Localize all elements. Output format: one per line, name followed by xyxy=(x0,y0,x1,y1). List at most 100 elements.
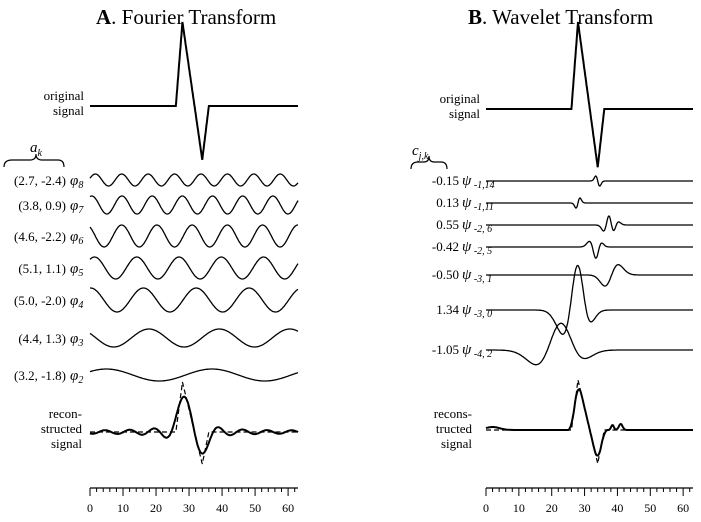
wavelet-basis-subscript: -3, 0 xyxy=(471,309,492,320)
x-axis-tick-label: 20 xyxy=(150,501,162,515)
fourier-basis-subscript: 4 xyxy=(78,300,83,311)
fourier-basis-label: φ8 xyxy=(70,173,83,191)
wavelet-basis-label: ψ -2, 6 xyxy=(462,217,492,235)
wavelet-basis-subscript: -1,11 xyxy=(471,202,494,213)
panel-b-coef-symbol: c xyxy=(412,143,419,159)
fourier-basis-subscript: 3 xyxy=(77,338,83,349)
panel-a-recon-label-3: signal xyxy=(51,436,82,451)
panel-a-coef-symbol: a xyxy=(30,140,38,156)
fourier-coefficient: (4.6, -2.2) xyxy=(14,229,66,244)
panel-a-title-text: . Fourier Transform xyxy=(111,5,276,29)
fourier-coefficient: (3.8, 0.9) xyxy=(18,198,66,213)
wavelet-coefficient: -0.42 xyxy=(432,239,459,254)
fourier-basis-wave xyxy=(89,368,299,382)
panel-a-original-label-1: original xyxy=(44,88,85,103)
panel-b-coef-sub: j,k xyxy=(417,151,429,162)
x-axis-tick-label: 60 xyxy=(677,501,689,515)
fourier-basis-wave xyxy=(89,224,298,248)
panel-a-original-signal xyxy=(90,21,298,160)
wavelet-basis-wave xyxy=(486,322,693,366)
fourier-basis-wave xyxy=(89,256,299,280)
panel-a-recon-label-2: structed xyxy=(41,421,83,436)
fourier-basis-subscript: 2 xyxy=(78,375,83,386)
panel-b-title-text: . Wavelet Transform xyxy=(482,5,653,29)
wavelet-coefficient: 0.55 xyxy=(436,217,459,232)
x-axis-tick-label: 60 xyxy=(282,501,294,515)
wavelet-basis-label: ψ -3, 1 xyxy=(462,267,492,285)
x-axis-tick-label: 20 xyxy=(546,501,558,515)
wavelet-coefficient: -1.05 xyxy=(432,342,459,357)
wavelet-basis-label: ψ -4, 2 xyxy=(462,342,492,360)
x-axis-tick-label: 40 xyxy=(611,501,623,515)
x-axis-tick-label: 0 xyxy=(87,501,93,515)
panel-b-reconstructed-signal xyxy=(485,388,693,457)
wavelet-basis-subscript: -2, 6 xyxy=(471,224,492,235)
panel-a-original-label-2: signal xyxy=(53,103,84,118)
wavelet-basis-wave xyxy=(486,264,693,335)
fourier-basis-subscript: 6 xyxy=(78,236,83,247)
fourier-basis-label: φ5 xyxy=(70,261,83,279)
fourier-basis-subscript: 5 xyxy=(78,268,83,279)
wavelet-basis-subscript: -1,14 xyxy=(471,180,494,191)
wavelet-basis-subscript: -2, 5 xyxy=(471,246,492,257)
wavelet-coefficient: -0.15 xyxy=(432,173,459,188)
panel-b-original-dashed xyxy=(486,379,693,464)
fourier-basis-label: φ7 xyxy=(70,198,84,216)
fourier-basis-subscript: 7 xyxy=(78,205,84,216)
x-axis-tick-label: 50 xyxy=(644,501,656,515)
panel-a-original-dashed xyxy=(90,381,298,465)
panel-a-coef-header: ak xyxy=(30,140,43,159)
x-axis-tick-label: 30 xyxy=(579,501,591,515)
fourier-basis-label: φ3 xyxy=(70,331,83,349)
fourier-basis-wave xyxy=(89,173,299,187)
fourier-basis-label: φ6 xyxy=(70,229,83,247)
panel-b-coef-header: cj,k xyxy=(412,143,429,162)
panel-b-recon-label-1: recons- xyxy=(434,406,472,421)
panel-a-letter: A xyxy=(96,5,112,29)
panel-b-brace xyxy=(410,155,448,170)
plot-marks: (2.7, -2.4) φ8 (3.8, 0.9) φ7 (4.6, -2.2) φ6 (5… xyxy=(14,21,693,515)
panel-b-title: B. Wavelet Transform xyxy=(468,5,653,29)
x-axis-tick-label: 40 xyxy=(216,501,228,515)
wavelet-basis-subscript: -3, 1 xyxy=(471,274,492,285)
fourier-basis-label: φ2 xyxy=(70,368,83,386)
fourier-basis-subscript: 8 xyxy=(78,180,83,191)
fourier-coefficient: (4.4, 1.3) xyxy=(18,331,66,346)
x-axis-tick-label: 10 xyxy=(513,501,525,515)
wavelet-basis-wave xyxy=(486,215,693,232)
wavelet-basis-wave xyxy=(486,175,693,187)
wavelet-basis-label: ψ -3, 0 xyxy=(462,302,492,320)
wavelet-basis-subscript: -4, 2 xyxy=(471,349,492,360)
wavelet-basis-label: ψ -1,14 xyxy=(462,173,495,191)
panel-a-reconstructed-signal xyxy=(89,395,299,455)
panel-a-recon-label-1: recon- xyxy=(49,406,82,421)
panel-b-letter: B xyxy=(468,5,482,29)
wavelet-coefficient: 1.34 xyxy=(436,302,459,317)
fourier-coefficient: (3.2, -1.8) xyxy=(14,368,66,383)
wavelet-basis-wave xyxy=(486,240,693,259)
panel-a-brace xyxy=(3,153,65,168)
wavelet-basis-label: ψ -2, 5 xyxy=(462,239,492,257)
fourier-coefficient: (2.7, -2.4) xyxy=(14,173,66,188)
wavelet-coefficient: 0.13 xyxy=(436,195,459,210)
x-axis-tick-label: 10 xyxy=(117,501,129,515)
wavelet-basis-wave xyxy=(486,264,693,287)
panel-a-title: A. Fourier Transform xyxy=(96,5,276,29)
fourier-basis-label: φ4 xyxy=(70,293,83,311)
fourier-coefficient: (5.1, 1.1) xyxy=(18,261,66,276)
panel-b-recon-label-2: tructed xyxy=(436,421,473,436)
fourier-coefficient: (5.0, -2.0) xyxy=(14,293,66,308)
fourier-basis-wave xyxy=(89,328,299,348)
wavelet-basis-label: ψ -1,11 xyxy=(462,195,494,213)
fourier-basis-wave xyxy=(89,195,299,215)
panel-b-recon-label-3: signal xyxy=(441,436,472,451)
panel-b-original-label-2: signal xyxy=(449,106,480,121)
wavelet-coefficient: -0.50 xyxy=(432,267,459,282)
x-axis-tick-label: 30 xyxy=(183,501,195,515)
wavelet-basis-wave xyxy=(486,197,693,209)
panel-a-coef-sub: k xyxy=(38,148,43,159)
x-axis-tick-label: 50 xyxy=(249,501,261,515)
fourier-basis-wave xyxy=(90,287,299,313)
